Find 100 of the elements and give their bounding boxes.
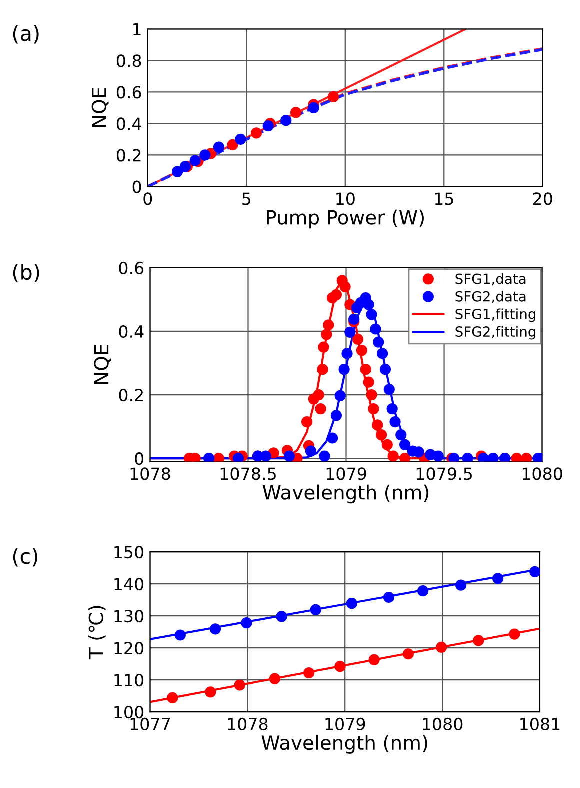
text: (a) (13, 25, 39, 44)
point (372, 420, 384, 431)
point (390, 416, 401, 428)
point (313, 389, 324, 401)
point (383, 592, 395, 604)
point (290, 107, 302, 118)
x-tick-label: 15 (435, 192, 454, 206)
y-tick-label: 0.6 (116, 86, 142, 99)
point (509, 628, 520, 640)
point (318, 342, 330, 353)
point (396, 430, 407, 441)
point (348, 314, 360, 325)
y-tick-label: 150 (114, 546, 144, 559)
point (368, 654, 380, 666)
legend-label: SFG1,data (456, 273, 526, 286)
point (174, 630, 186, 641)
x-axis-title: Pump Power (W) (267, 210, 424, 229)
point (280, 115, 292, 126)
y-tick-label: 100 (114, 706, 144, 719)
y-axis-title: NQE (92, 88, 109, 128)
point (338, 364, 350, 376)
y-tick-label: 110 (114, 674, 144, 687)
y-tick-label: 0.8 (116, 54, 142, 68)
point (241, 618, 252, 629)
point (301, 416, 313, 428)
point (190, 453, 201, 462)
x-tick-label: 1080 (423, 718, 463, 730)
point (303, 667, 315, 679)
point (436, 642, 448, 653)
y-tick-label: 1 (134, 23, 141, 36)
point (167, 692, 178, 704)
point (308, 102, 320, 114)
point (388, 450, 399, 462)
point (328, 91, 340, 102)
point (352, 334, 364, 345)
point (330, 410, 342, 422)
point (315, 403, 326, 415)
point (340, 281, 351, 293)
point (363, 299, 374, 310)
point (334, 661, 346, 672)
point (360, 364, 372, 376)
point (380, 364, 392, 376)
point (262, 120, 274, 132)
x-tick-label: 1081 (520, 718, 560, 730)
x-tick-label: 20 (533, 192, 552, 206)
point (326, 432, 338, 444)
point (232, 453, 244, 462)
point (521, 453, 532, 462)
point (456, 580, 467, 591)
point (368, 403, 380, 415)
x-tick-label: 1078 (130, 468, 170, 480)
x-tick-label: 1080 (522, 468, 562, 480)
x-axis-title: Wavelength (nm) (262, 735, 428, 754)
legend-label: SFG1,fitting (456, 308, 536, 322)
point (478, 453, 490, 462)
x-tick-label: 10 (336, 192, 355, 206)
y-tick-label: 0 (135, 452, 144, 466)
legend-label: SFG2,fitting (456, 326, 536, 340)
x-tick-label: 1077 (130, 718, 170, 730)
point (402, 648, 414, 660)
point (356, 344, 368, 356)
point (284, 450, 295, 462)
point (235, 134, 246, 146)
point (234, 680, 246, 691)
point (205, 686, 216, 698)
point (213, 453, 224, 462)
y-tick-label: 0.6 (119, 262, 144, 274)
y-tick-label: 140 (114, 578, 144, 591)
point (342, 348, 353, 360)
point (260, 450, 272, 462)
point (473, 635, 484, 646)
point (227, 139, 238, 151)
point (462, 453, 474, 462)
point (363, 376, 374, 388)
point (310, 604, 322, 616)
point (200, 150, 211, 161)
y-tick-label: 0.4 (116, 118, 142, 130)
point (417, 586, 429, 597)
point (250, 128, 262, 139)
point (213, 142, 225, 153)
x-tick-label: 0 (144, 192, 152, 206)
y-axis-title: T (℃) (88, 606, 106, 660)
y-tick-label: 130 (114, 610, 144, 623)
text: (c) (13, 548, 38, 567)
point (400, 453, 411, 462)
point (346, 598, 358, 610)
y-tick-label: 0.4 (119, 325, 144, 338)
point (366, 309, 378, 320)
x-tick-label: 1079 (326, 718, 366, 730)
point (305, 446, 317, 457)
x-axis-title: Wavelength (nm) (262, 484, 429, 504)
point (382, 439, 393, 450)
text: (b) (13, 264, 40, 283)
point (384, 384, 395, 396)
x-tick-label: 5 (242, 192, 250, 206)
point (370, 324, 382, 335)
point (317, 364, 328, 376)
y-tick-label: 0.2 (119, 388, 143, 402)
point (432, 450, 444, 462)
legend-label: SFG2,data (456, 291, 526, 304)
